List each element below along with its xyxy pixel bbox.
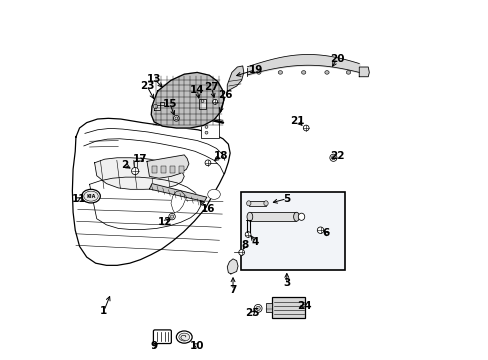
Ellipse shape xyxy=(168,213,175,220)
Polygon shape xyxy=(151,72,223,128)
Text: 18: 18 xyxy=(214,150,228,161)
Text: 2: 2 xyxy=(121,160,128,170)
Ellipse shape xyxy=(204,131,207,134)
Text: 24: 24 xyxy=(297,301,311,311)
Text: 8: 8 xyxy=(241,240,248,250)
Polygon shape xyxy=(359,67,368,77)
Ellipse shape xyxy=(329,154,336,161)
Polygon shape xyxy=(147,155,188,178)
Ellipse shape xyxy=(244,231,250,237)
Ellipse shape xyxy=(81,189,100,203)
Bar xyxy=(161,166,166,173)
Ellipse shape xyxy=(303,125,308,131)
Text: 15: 15 xyxy=(163,99,177,109)
Text: 5: 5 xyxy=(283,194,290,204)
Ellipse shape xyxy=(317,227,323,233)
Ellipse shape xyxy=(264,201,267,206)
Ellipse shape xyxy=(293,212,299,221)
Ellipse shape xyxy=(246,212,252,221)
Ellipse shape xyxy=(179,333,189,341)
Text: KIA: KIA xyxy=(86,194,96,199)
Bar xyxy=(265,303,272,312)
Ellipse shape xyxy=(324,71,328,74)
FancyBboxPatch shape xyxy=(153,330,171,343)
Polygon shape xyxy=(227,259,238,274)
Polygon shape xyxy=(89,177,201,229)
Text: 16: 16 xyxy=(200,204,215,215)
Ellipse shape xyxy=(331,156,335,160)
Text: 17: 17 xyxy=(132,154,147,164)
Bar xyxy=(272,297,305,318)
Text: 13: 13 xyxy=(146,74,161,84)
Ellipse shape xyxy=(153,104,158,109)
Text: 6: 6 xyxy=(322,228,329,238)
Ellipse shape xyxy=(255,306,260,311)
Bar xyxy=(201,112,218,138)
Ellipse shape xyxy=(246,201,250,206)
Ellipse shape xyxy=(278,71,282,74)
Text: 26: 26 xyxy=(218,90,233,100)
Text: 27: 27 xyxy=(204,82,218,93)
Text: 25: 25 xyxy=(244,309,259,318)
Text: 19: 19 xyxy=(248,64,263,75)
Ellipse shape xyxy=(175,117,178,120)
Text: 14: 14 xyxy=(189,85,204,95)
Bar xyxy=(249,212,296,221)
Polygon shape xyxy=(154,102,163,110)
Ellipse shape xyxy=(254,305,262,312)
Bar xyxy=(241,192,344,270)
Ellipse shape xyxy=(201,100,203,103)
Text: 10: 10 xyxy=(189,341,204,351)
Bar xyxy=(169,166,175,173)
Ellipse shape xyxy=(176,331,192,343)
Ellipse shape xyxy=(83,191,98,201)
Ellipse shape xyxy=(212,99,217,104)
Polygon shape xyxy=(171,191,185,213)
Text: 20: 20 xyxy=(329,54,344,64)
Ellipse shape xyxy=(131,167,139,175)
Bar xyxy=(248,201,265,206)
Ellipse shape xyxy=(173,116,179,121)
Polygon shape xyxy=(94,158,184,189)
Text: 23: 23 xyxy=(140,81,154,91)
Bar xyxy=(179,166,184,173)
Bar xyxy=(198,99,206,109)
Ellipse shape xyxy=(256,71,261,74)
Polygon shape xyxy=(149,184,206,202)
Ellipse shape xyxy=(204,160,210,166)
Text: 11: 11 xyxy=(71,194,86,204)
Ellipse shape xyxy=(346,71,350,74)
Polygon shape xyxy=(72,118,230,265)
Text: 21: 21 xyxy=(290,116,304,126)
Ellipse shape xyxy=(170,215,173,218)
Text: 3: 3 xyxy=(283,278,290,288)
Ellipse shape xyxy=(207,189,220,199)
Text: 4: 4 xyxy=(251,237,259,247)
Text: 12: 12 xyxy=(157,217,172,227)
Polygon shape xyxy=(227,66,244,91)
Ellipse shape xyxy=(204,126,207,129)
Ellipse shape xyxy=(298,213,304,220)
Text: 22: 22 xyxy=(329,150,344,161)
Ellipse shape xyxy=(301,71,305,74)
Text: 1: 1 xyxy=(100,306,107,316)
Text: 9: 9 xyxy=(150,341,157,351)
Ellipse shape xyxy=(238,249,244,255)
Text: 7: 7 xyxy=(229,285,236,296)
Bar xyxy=(152,166,157,173)
